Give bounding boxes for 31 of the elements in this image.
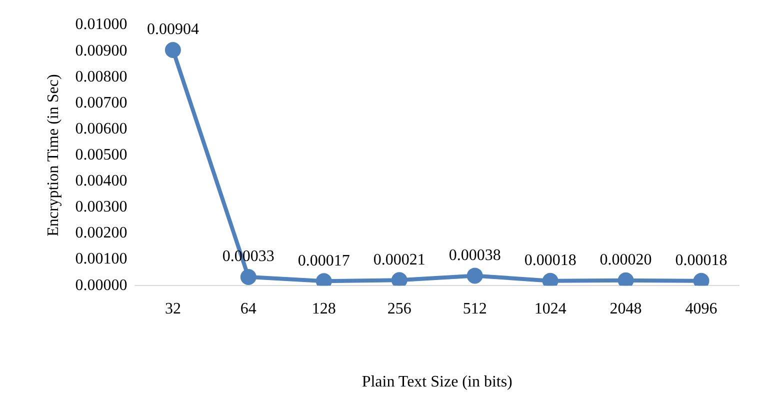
x-tick-label: 256 — [387, 300, 412, 318]
data-label: 0.00018 — [675, 252, 728, 270]
point — [466, 268, 483, 284]
y-tick-label: 0.00600 — [75, 120, 128, 138]
data-label: 0.00020 — [600, 252, 652, 269]
x-tick-label: 4096 — [685, 300, 718, 318]
y-tick-label: 0.00900 — [75, 42, 128, 60]
x-tick-label: 2048 — [610, 300, 642, 318]
x-tick-label: 1024 — [534, 300, 566, 318]
data-label: 0.00904 — [146, 21, 199, 38]
x-tick-label: 512 — [462, 300, 487, 318]
data-label: 0.00038 — [448, 246, 501, 264]
y-tick-label: 0.00700 — [75, 94, 128, 112]
y-tick-label: 0.00000 — [75, 276, 128, 294]
y-tick-label: 0.00500 — [75, 146, 128, 164]
x-tick-label: 32 — [164, 300, 181, 318]
y-axis-title: Encryption Time (in Sec) — [44, 74, 62, 236]
x-tick-label: 128 — [312, 300, 336, 318]
point — [164, 42, 181, 58]
y-tick-label: 0.00100 — [75, 250, 128, 268]
point — [240, 269, 256, 285]
y-tick-label: 0.00200 — [75, 224, 128, 242]
y-tick-label: 0.00400 — [75, 172, 128, 190]
x-axis-title: Plain Text Size (in bits) — [362, 374, 512, 391]
data-label: 0.00018 — [524, 252, 576, 270]
data-label: 0.00021 — [373, 251, 426, 268]
x-tick-label: 64 — [240, 300, 256, 318]
y-tick-label: 0.00800 — [75, 68, 128, 86]
data-label: 0.00017 — [298, 252, 350, 270]
y-tick-label: 0.01000 — [75, 16, 128, 34]
y-tick-label: 0.00300 — [75, 198, 128, 216]
